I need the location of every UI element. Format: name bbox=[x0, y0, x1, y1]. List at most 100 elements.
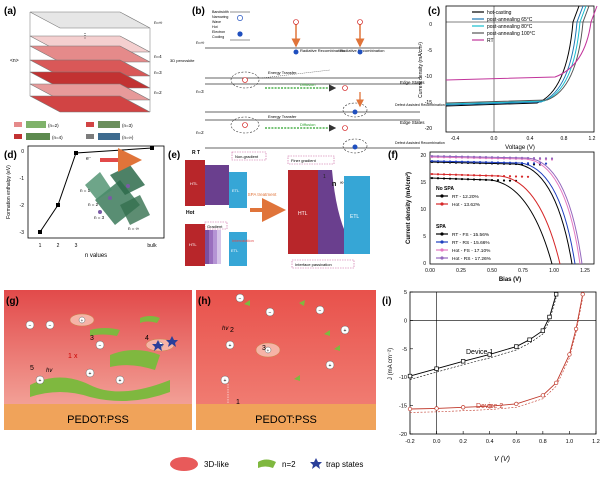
jv-curves bbox=[407, 292, 585, 413]
svg-text:Intercalation: Intercalation bbox=[232, 238, 254, 243]
panel-d: (d) 0 -1 -2 -3 1 2 3 bulk n values Forma… bbox=[4, 145, 165, 259]
data-point bbox=[460, 359, 466, 364]
svg-text:1: 1 bbox=[39, 243, 42, 249]
y-axis-label: Formation enthalpy (eV) bbox=[6, 165, 12, 219]
data-point bbox=[454, 160, 458, 163]
svg-text:Narrowing: Narrowing bbox=[212, 15, 228, 19]
legend-label: RT - FS - 15.56% bbox=[452, 232, 490, 238]
legend-label: post-annealing 100°C bbox=[487, 31, 536, 37]
data-point bbox=[520, 161, 524, 165]
data-point bbox=[407, 406, 413, 412]
layer-label: n=∞ bbox=[154, 20, 162, 25]
svg-text:Defect Assisted Recombination: Defect Assisted Recombination bbox=[395, 141, 445, 145]
data-point bbox=[442, 155, 446, 158]
svg-text:2: 2 bbox=[57, 243, 60, 249]
panel-c: (c) 0 -5 -10 -15 -20 -0.4 0.0 0.4 0.8 1.… bbox=[418, 5, 598, 151]
svg-text:n = 2: n = 2 bbox=[88, 202, 99, 207]
svg-text:+: + bbox=[81, 318, 84, 323]
data-point bbox=[448, 155, 452, 158]
svg-text:PEDOT:PSS: PEDOT:PSS bbox=[67, 414, 129, 426]
svg-text:1.00: 1.00 bbox=[549, 268, 559, 274]
tick-label: 0.8 bbox=[539, 439, 547, 445]
data-point bbox=[484, 161, 488, 164]
data-point bbox=[478, 155, 482, 159]
data-point bbox=[472, 155, 476, 158]
svg-text:−: − bbox=[29, 323, 32, 329]
data-point bbox=[466, 160, 470, 163]
tick-label: -10 bbox=[399, 375, 407, 381]
data-point bbox=[478, 178, 482, 181]
data-point bbox=[526, 156, 530, 160]
svg-text:Edge States: Edge States bbox=[400, 80, 425, 85]
svg-text:HTL: HTL bbox=[298, 211, 308, 217]
data-point bbox=[580, 292, 585, 297]
panel-label-e: (e) bbox=[168, 150, 180, 161]
data-point bbox=[502, 161, 506, 164]
jv-curve bbox=[445, 5, 598, 81]
x-axis-label: V (V) bbox=[494, 456, 510, 463]
data-point bbox=[466, 173, 470, 177]
data-point bbox=[490, 178, 494, 182]
data-point bbox=[508, 161, 512, 164]
svg-text:Gradient: Gradient bbox=[207, 224, 223, 229]
data-point bbox=[514, 344, 519, 349]
series-line-reverse bbox=[409, 297, 557, 380]
tick-label: -5 bbox=[402, 347, 407, 353]
data-point bbox=[454, 177, 458, 180]
data-point bbox=[454, 155, 458, 158]
svg-text:No SPA: No SPA bbox=[436, 186, 454, 192]
jv-curve bbox=[429, 156, 581, 265]
svg-text:0.50: 0.50 bbox=[487, 268, 497, 274]
substrate bbox=[196, 404, 376, 430]
panel-g: PEDOT:PSS (g) − − − + + + + + 3 4 5 hv 1… bbox=[4, 290, 192, 430]
svg-text:+: + bbox=[224, 378, 227, 384]
layer-label: n=4 bbox=[154, 54, 162, 59]
panel-b: (b) Bandwidth Narrowing Wave Hot Electro… bbox=[192, 6, 445, 154]
svg-text:⋮: ⋮ bbox=[82, 33, 89, 40]
data-point bbox=[514, 156, 518, 159]
figure-legend: 3D-like n=2 trap states bbox=[170, 457, 363, 471]
legend-marker bbox=[440, 194, 444, 198]
tick-label: 0.0 bbox=[433, 439, 441, 445]
svg-text:Cooling: Cooling bbox=[212, 35, 224, 39]
data-point bbox=[448, 160, 452, 163]
x-axis-label: Voltage (V) bbox=[505, 145, 535, 151]
data-point bbox=[490, 161, 494, 164]
data-point bbox=[430, 159, 434, 163]
svg-text:3D-like: 3D-like bbox=[204, 460, 229, 469]
data-point bbox=[484, 178, 488, 181]
data-point bbox=[466, 155, 470, 158]
tick-label: -20 bbox=[399, 432, 407, 438]
svg-text:Interface passivation: Interface passivation bbox=[295, 262, 332, 267]
panel-a: (a) ⋮ n=∞ n=4 n=3 n=2 3D perovskite <n> … bbox=[4, 6, 195, 140]
data-point bbox=[472, 160, 476, 164]
tick-label: -15 bbox=[399, 404, 407, 410]
y-axis-label: J (mA cm⁻²) bbox=[388, 348, 394, 380]
jv-curve bbox=[445, 5, 590, 104]
svg-text:0: 0 bbox=[423, 261, 426, 267]
axes: -0.2 0.0 0.2 0.4 0.6 0.8 1.0 1.2 5 0 -5 -10 -15 -20 bbox=[399, 290, 600, 445]
series-line bbox=[409, 294, 584, 410]
panel-label-h: (h) bbox=[198, 296, 211, 307]
layer-label: n=3 bbox=[154, 70, 162, 75]
svg-text:PEDOT:PSS: PEDOT:PSS bbox=[255, 414, 317, 426]
svg-text:+: + bbox=[89, 371, 92, 377]
panel-label-i: (i) bbox=[382, 296, 391, 307]
svg-text:HTL: HTL bbox=[189, 242, 197, 247]
data-point bbox=[547, 314, 552, 320]
svg-text:−: − bbox=[49, 323, 52, 329]
data-point bbox=[436, 177, 440, 180]
tick-label: 0.6 bbox=[512, 439, 520, 445]
jv-curve bbox=[429, 161, 573, 265]
data-point bbox=[508, 175, 512, 178]
data-point bbox=[436, 160, 440, 163]
data-point bbox=[454, 173, 458, 176]
data-point bbox=[442, 177, 446, 180]
legend-label: post-annealing 80°C bbox=[487, 24, 533, 30]
svg-text:+: + bbox=[119, 378, 122, 384]
svg-text:15: 15 bbox=[420, 180, 426, 186]
data-point bbox=[430, 176, 434, 180]
svg-text:5: 5 bbox=[423, 234, 426, 240]
crystal-illustration bbox=[85, 165, 150, 225]
data-point bbox=[430, 172, 434, 176]
